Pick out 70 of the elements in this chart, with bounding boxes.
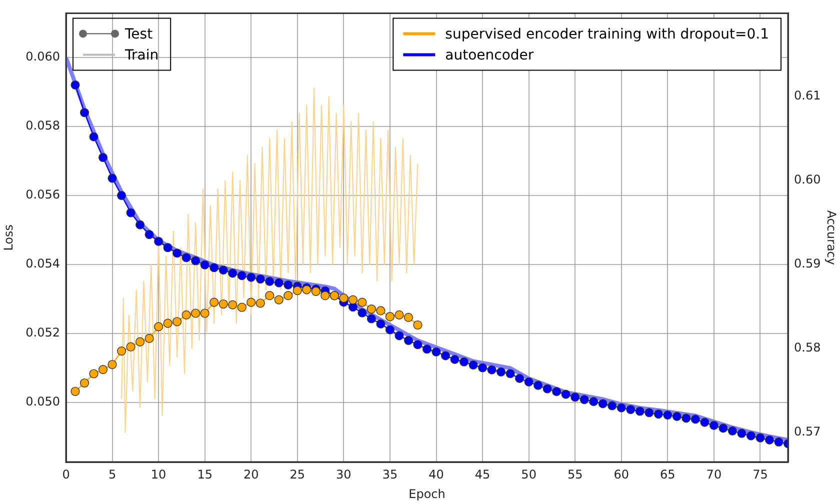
x-tick-label: 65: [660, 467, 676, 482]
point: [366, 304, 376, 314]
point: [172, 317, 182, 326]
point: [182, 310, 191, 320]
point: [80, 378, 90, 388]
point: [98, 365, 108, 374]
x-tick-label: 40: [428, 467, 444, 482]
point: [284, 291, 293, 300]
annotation: Test: [124, 26, 154, 42]
point: [163, 318, 172, 328]
point: [274, 295, 284, 304]
point: [218, 299, 228, 309]
point: [339, 294, 348, 303]
y-tick-label: 0.050: [26, 394, 60, 409]
y2-tick-label: 0.59: [794, 256, 821, 271]
point: [376, 306, 386, 316]
legend-label: autoencoder: [445, 47, 534, 64]
point: [70, 386, 80, 396]
x-tick-label: 20: [243, 467, 259, 482]
point: [292, 286, 302, 296]
y-tick-label: 0.056: [26, 188, 60, 202]
point: [116, 346, 126, 356]
y-tick-label: 0.054: [26, 256, 60, 271]
x-tick-label: 10: [150, 467, 166, 482]
point: [394, 310, 404, 320]
x-tick-label: 70: [706, 467, 722, 482]
y-tick-label: 0.058: [26, 118, 60, 133]
point: [265, 291, 274, 300]
point: [320, 291, 330, 300]
y2-tick-label: 0.61: [794, 88, 821, 103]
point: [108, 360, 117, 370]
x-tick-label: 25: [290, 467, 306, 482]
point: [348, 295, 358, 304]
x-axis-title: Epoch: [408, 486, 446, 501]
x-tick-label: 0: [62, 467, 70, 482]
point: [228, 300, 238, 310]
x-tick-label: 35: [382, 467, 398, 482]
y-axis-title: Loss: [1, 224, 16, 251]
point: [256, 298, 265, 308]
point: [210, 298, 219, 307]
y2-tick-label: 0.60: [794, 172, 821, 187]
x-tick-label: 55: [567, 467, 583, 482]
y-tick-label: 0.052: [26, 326, 60, 340]
x-tick-label: 60: [614, 467, 630, 482]
y2-tick-label: 0.58: [794, 340, 821, 355]
point: [200, 308, 210, 318]
y2-tick-label: 0.57: [794, 424, 821, 439]
point: [385, 312, 395, 322]
point: [237, 302, 246, 312]
point: [154, 322, 164, 332]
point: [311, 286, 320, 296]
point: [191, 308, 200, 318]
x-tick-label: 15: [197, 467, 212, 482]
point: [89, 369, 98, 378]
x-tick-label: 75: [752, 467, 768, 482]
y-tick-label: 0.060: [26, 50, 60, 64]
point: [358, 298, 367, 307]
point: [144, 334, 154, 344]
x-tick-label: 5: [108, 467, 116, 482]
y2-axis-title: Accuracy: [824, 210, 839, 265]
x-tick-label: 30: [336, 467, 352, 482]
point: [126, 342, 136, 352]
point: [246, 298, 256, 307]
legend-label: supervised encoder training with dropout=0.1: [445, 26, 770, 42]
x-tick-label: 45: [474, 467, 490, 482]
point: [404, 312, 414, 322]
x-tick-label: 50: [521, 467, 536, 482]
annotation: Train: [124, 47, 159, 64]
point: [136, 337, 145, 346]
point: [413, 320, 422, 330]
